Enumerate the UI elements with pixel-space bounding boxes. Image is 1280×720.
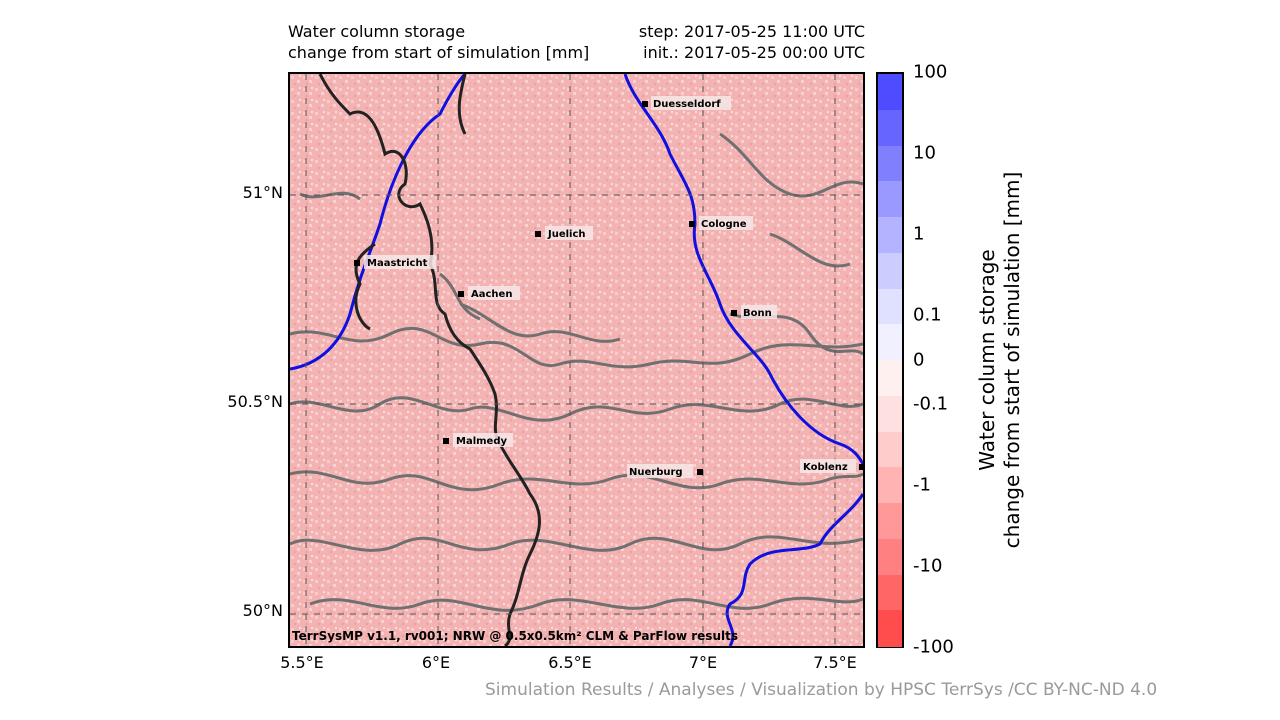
city-name: Cologne bbox=[701, 219, 747, 230]
colorbar-segment bbox=[878, 74, 902, 111]
map-panel[interactable]: Duesseldorf Juelich Cologne Maastricht A bbox=[288, 72, 865, 648]
colorbar bbox=[876, 72, 904, 648]
model-info: TerrSysMP v1.1, rv001; NRW @ 0.5x0.5km² … bbox=[292, 629, 738, 643]
colorbar-segment bbox=[878, 217, 902, 254]
city-juelich[interactable]: Juelich bbox=[535, 226, 593, 240]
city-name: Duesseldorf bbox=[653, 99, 721, 110]
city-name: Aachen bbox=[471, 289, 512, 300]
cb-label-10: 10 bbox=[913, 142, 936, 164]
cb-label-neg-10: -10 bbox=[913, 555, 943, 577]
colorbar-segment bbox=[878, 610, 902, 647]
colorbar-segment bbox=[878, 574, 902, 611]
colorbar-segment bbox=[878, 181, 902, 218]
cb-title-line2: change from start of simulation [mm] bbox=[1000, 171, 1024, 549]
city-cologne[interactable]: Cologne bbox=[689, 216, 753, 230]
city-name: Malmedy bbox=[456, 436, 507, 447]
step-line2: init.: 2017-05-25 00:00 UTC bbox=[643, 43, 865, 62]
map-canvas: Duesseldorf Juelich Cologne Maastricht A bbox=[290, 74, 863, 646]
title-line2: change from start of simulation [mm] bbox=[288, 43, 590, 62]
colorbar-segment bbox=[878, 324, 902, 361]
cb-label-1: 1 bbox=[913, 223, 925, 245]
city-nuerburg[interactable]: Nuerburg bbox=[627, 464, 703, 478]
cb-label-neg-0-1: -0.1 bbox=[913, 393, 949, 415]
city-duesseldorf[interactable]: Duesseldorf bbox=[642, 96, 731, 110]
cb-label-neg-1: -1 bbox=[913, 474, 931, 496]
title-line1: Water column storage bbox=[288, 22, 466, 41]
colorbar-segment bbox=[878, 252, 902, 289]
city-malmedy[interactable]: Malmedy bbox=[443, 433, 513, 447]
city-name: Bonn bbox=[743, 308, 772, 319]
cb-label-100: 100 bbox=[913, 61, 948, 83]
colorbar-segment bbox=[878, 145, 902, 182]
cb-label-0: 0 bbox=[913, 349, 925, 371]
colorbar-segment bbox=[878, 467, 902, 504]
cb-label-neg-100: -100 bbox=[913, 636, 954, 658]
colorbar-segment bbox=[878, 288, 902, 325]
colorbar-segment bbox=[878, 538, 902, 575]
step-line1: step: 2017-05-25 11:00 UTC bbox=[638, 22, 865, 41]
borders bbox=[318, 74, 541, 646]
cb-label-0-1: 0.1 bbox=[913, 304, 942, 326]
colorbar-segment bbox=[878, 395, 902, 432]
colorbar-title: Water column storage change from start o… bbox=[975, 172, 1025, 549]
credit-line: Simulation Results / Analyses / Visualiz… bbox=[485, 680, 1158, 700]
city-markers: Duesseldorf Juelich Cologne Maastricht A bbox=[354, 96, 863, 478]
lat-tick-51: 51°N bbox=[242, 183, 283, 202]
city-aachen[interactable]: Aachen bbox=[458, 286, 520, 300]
lat-tick-50: 50°N bbox=[242, 601, 283, 620]
lon-tick-6: 6°E bbox=[421, 653, 451, 672]
colorbar-segment bbox=[878, 503, 902, 540]
colorbar-segment bbox=[878, 109, 902, 146]
city-koblenz[interactable]: Koblenz bbox=[800, 459, 863, 473]
city-maastricht[interactable]: Maastricht bbox=[354, 255, 436, 269]
city-name: Maastricht bbox=[367, 258, 428, 269]
lon-tick-5-5: 5.5°E bbox=[280, 653, 324, 672]
lon-tick-7-5: 7.5°E bbox=[813, 653, 857, 672]
city-name: Juelich bbox=[547, 229, 586, 240]
lat-tick-50-5: 50.5°N bbox=[227, 392, 283, 411]
colorbar-segment bbox=[878, 431, 902, 468]
step-info: step: 2017-05-25 11:00 UTC init.: 2017-0… bbox=[639, 21, 865, 63]
colorbar-segment bbox=[878, 360, 902, 397]
city-name: Nuerburg bbox=[629, 467, 683, 478]
lon-tick-6-5: 6.5°E bbox=[548, 653, 592, 672]
lon-tick-7: 7°E bbox=[688, 653, 718, 672]
city-bonn[interactable]: Bonn bbox=[731, 305, 777, 319]
city-name: Koblenz bbox=[803, 462, 848, 473]
cb-title-line1: Water column storage bbox=[975, 249, 999, 471]
map-title: Water column storage change from start o… bbox=[288, 21, 589, 63]
